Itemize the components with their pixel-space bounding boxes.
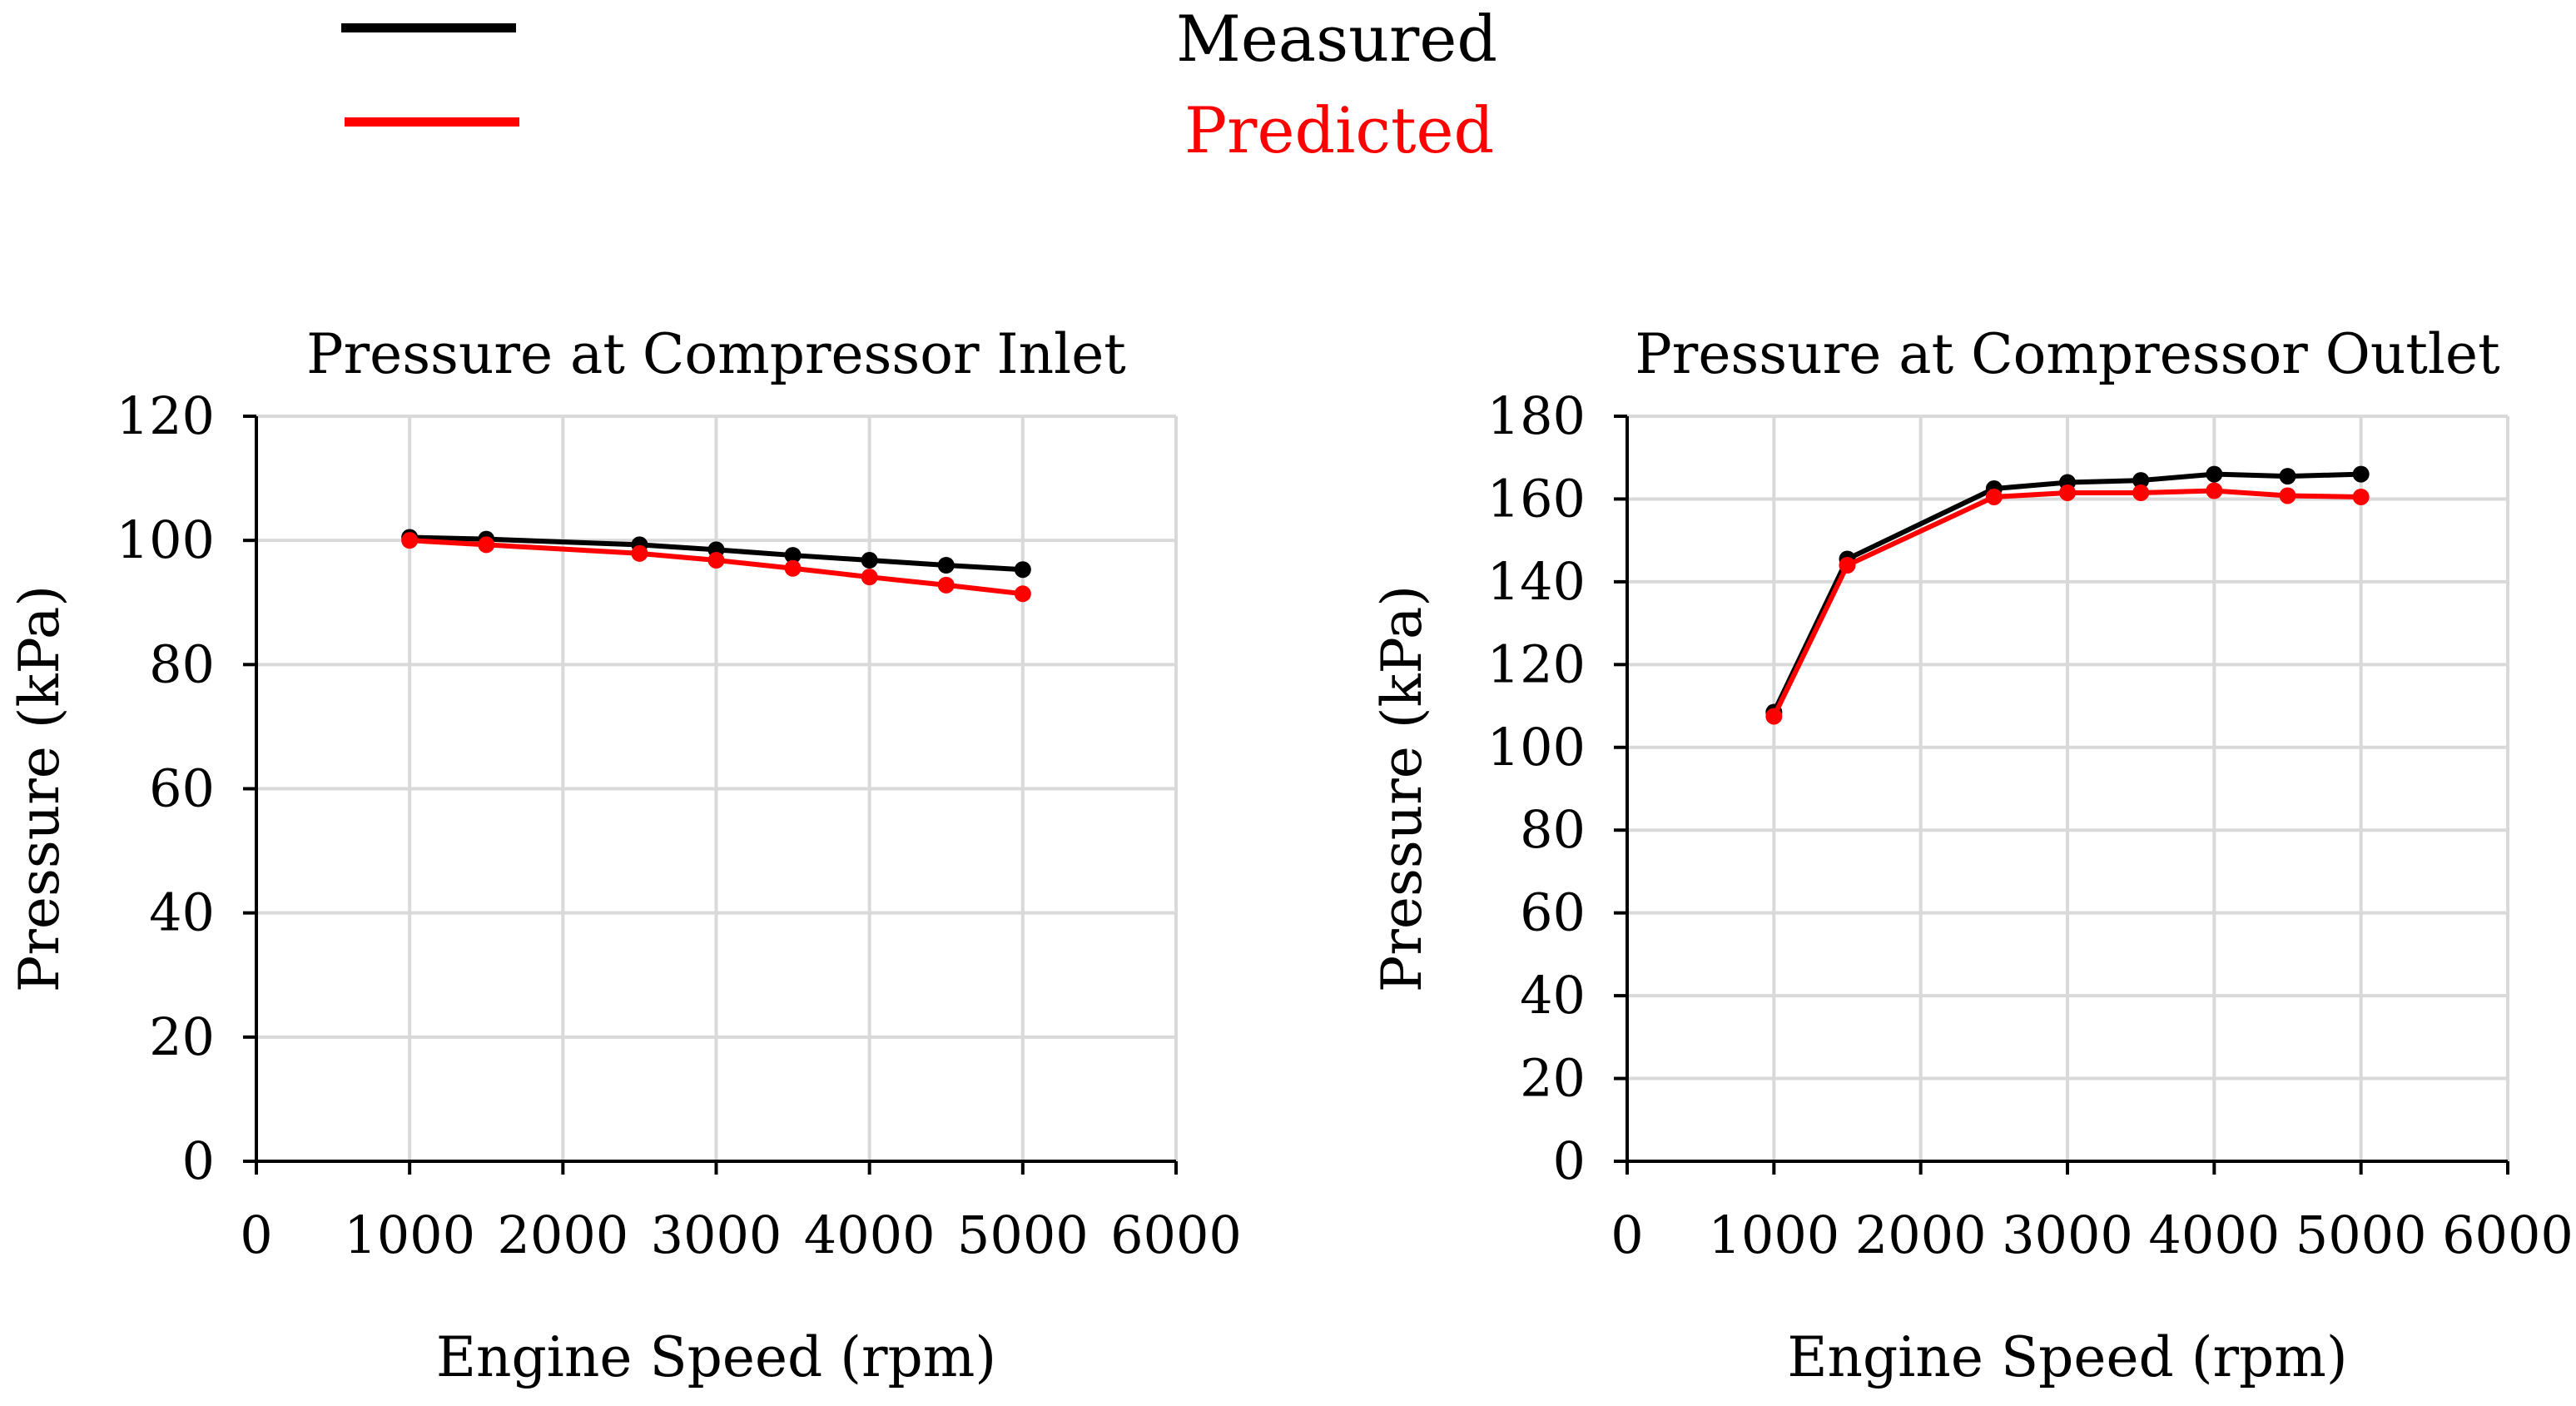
data-point-measured bbox=[2206, 465, 2223, 483]
chart-panel-outlet: Pressure at Compressor Outlet 0 1000 2000 30… bbox=[1286, 316, 2576, 1403]
y-tick-label: 20 bbox=[1520, 1048, 1586, 1109]
data-point-predicted bbox=[478, 536, 495, 554]
data-point-predicted bbox=[707, 552, 725, 569]
chart-title: Pressure at Compressor Inlet bbox=[306, 322, 1126, 386]
data-point-predicted bbox=[2352, 488, 2370, 505]
y-tick-label: 100 bbox=[117, 509, 215, 570]
data-point-predicted bbox=[1839, 557, 1856, 574]
y-tick-label: 0 bbox=[182, 1130, 215, 1191]
series-line-predicted bbox=[1771, 488, 2361, 718]
y-tick-label: 160 bbox=[1487, 468, 1586, 529]
y-axis-label: Pressure (kPa) bbox=[7, 585, 72, 992]
legend-line-measured bbox=[341, 23, 516, 32]
x-tick-label: 2000 bbox=[1855, 1205, 1987, 1265]
x-tick-label: 0 bbox=[240, 1205, 272, 1265]
grid bbox=[1627, 415, 2509, 1161]
y-axis-label: Pressure (kPa) bbox=[1370, 585, 1434, 992]
data-point-predicted bbox=[937, 576, 955, 594]
data-point-measured bbox=[861, 552, 878, 569]
legend-line-predicted bbox=[345, 117, 519, 127]
data-point-predicted bbox=[784, 559, 802, 577]
grid bbox=[256, 415, 1178, 1161]
y-tick-label: 60 bbox=[149, 758, 215, 819]
legend: Measured Predicted bbox=[0, 0, 2576, 183]
series-line-measured bbox=[409, 534, 1024, 573]
x-tick-label: 5000 bbox=[957, 1205, 1089, 1265]
x-tick-label: 2000 bbox=[497, 1205, 628, 1265]
series-line-predicted bbox=[409, 538, 1024, 597]
data-point-measured bbox=[1014, 561, 1031, 579]
x-axis-label: Engine Speed (rpm) bbox=[1787, 1325, 2347, 1389]
series-predicted bbox=[401, 532, 1031, 603]
x-tick-label: 4000 bbox=[804, 1205, 936, 1265]
legend-label-predicted: Predicted bbox=[1184, 93, 1495, 167]
y-tick-label: 20 bbox=[149, 1006, 215, 1067]
y-tick-label: 180 bbox=[1487, 385, 1586, 446]
data-point-measured bbox=[2132, 472, 2150, 489]
x-axis-label: Engine Speed (rpm) bbox=[436, 1325, 996, 1389]
y-tick-label: 140 bbox=[1487, 551, 1586, 612]
x-tick-label: 3000 bbox=[651, 1205, 782, 1265]
data-point-measured bbox=[937, 557, 955, 574]
y-tick-label: 40 bbox=[149, 882, 215, 943]
x-tick-label: 1000 bbox=[344, 1205, 475, 1265]
data-point-predicted bbox=[1985, 488, 2003, 505]
data-point-measured bbox=[784, 547, 802, 564]
x-tick-label: 0 bbox=[1611, 1205, 1643, 1265]
x-tick-label: 6000 bbox=[1110, 1205, 1242, 1265]
chart-panel-inlet: Pressure at Compressor Inlet 0 1000 2000 300… bbox=[0, 316, 1265, 1403]
y-tick-label: 40 bbox=[1520, 965, 1586, 1026]
data-point-predicted bbox=[631, 544, 648, 562]
y-tick-label: 120 bbox=[117, 385, 215, 446]
data-point-predicted bbox=[2132, 484, 2150, 501]
x-tick-label: 5000 bbox=[2296, 1205, 2427, 1265]
series-line-measured bbox=[1771, 471, 2361, 713]
y-tick-label: 120 bbox=[1487, 633, 1586, 694]
y-tick-label: 0 bbox=[1553, 1130, 1586, 1191]
data-point-predicted bbox=[2059, 484, 2076, 501]
series-predicted bbox=[1765, 482, 2370, 725]
x-tick-label: 4000 bbox=[2148, 1205, 2280, 1265]
data-point-predicted bbox=[1014, 585, 1031, 603]
data-point-predicted bbox=[1765, 708, 1783, 725]
x-tick-label: 1000 bbox=[1708, 1205, 1839, 1265]
data-point-predicted bbox=[2279, 487, 2296, 504]
data-point-predicted bbox=[861, 569, 878, 586]
data-point-measured bbox=[2352, 465, 2370, 483]
x-tick-label: 3000 bbox=[2002, 1205, 2133, 1265]
chart-title: Pressure at Compressor Outlet bbox=[1635, 322, 2499, 386]
y-tick-label: 60 bbox=[1520, 882, 1586, 943]
data-point-measured bbox=[2279, 468, 2296, 485]
y-tick-label: 80 bbox=[149, 633, 215, 694]
y-tick-label: 100 bbox=[1487, 717, 1586, 778]
y-tick-label: 80 bbox=[1520, 799, 1586, 860]
data-point-predicted bbox=[401, 532, 419, 549]
x-tick-label: 6000 bbox=[2442, 1205, 2574, 1265]
data-point-predicted bbox=[2206, 482, 2223, 499]
legend-label-measured: Measured bbox=[1176, 2, 1498, 76]
